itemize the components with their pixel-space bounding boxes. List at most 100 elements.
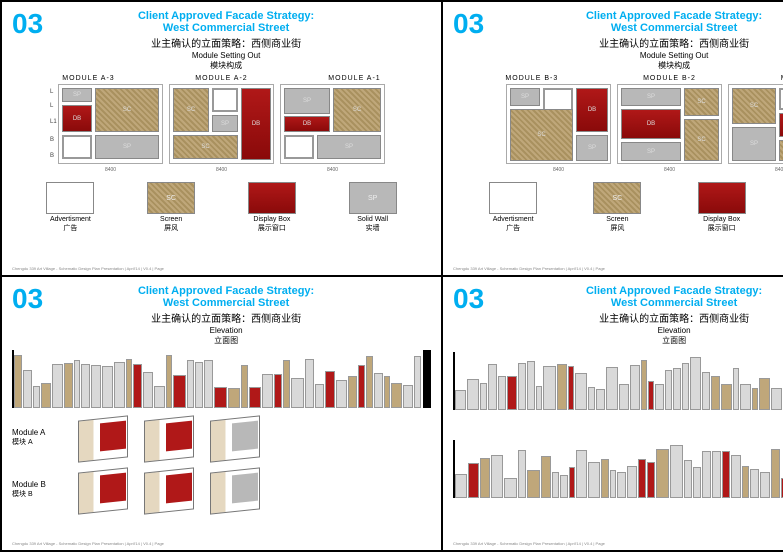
footer-text: Chengdu 339 Art Village - Schematic Desi… xyxy=(453,266,783,271)
module-a-row: Module A模块 A xyxy=(12,414,431,460)
iso-view xyxy=(70,466,130,512)
legend-row: Advertisment广告 SCScreen屏风 Display Box展示窗… xyxy=(12,182,431,233)
modules-row: SP DB SC SP 8400 SP SC DB SC SP 8400 SC xyxy=(453,84,783,164)
module-a2: SC DB SP SC 8400 xyxy=(169,84,274,164)
slide-3: 03 Client Approved Facade Strategy: West… xyxy=(1,276,442,551)
panel-ad xyxy=(284,135,314,159)
module-b-row: Module B模块 B xyxy=(12,466,431,512)
panel-sc: SC xyxy=(173,135,238,159)
title-cn: 业主确认的立面策略：西侧商业街 xyxy=(51,310,401,325)
title-cn: 业主确认的立面策略：西侧商业街 xyxy=(51,35,401,50)
dim-row: 8400 xyxy=(729,167,783,173)
dim-row: 8400 xyxy=(59,167,162,173)
panel-sp: SP xyxy=(212,115,238,132)
elevation-1: Plot 1立 xyxy=(453,352,783,432)
panel-db: DB xyxy=(284,116,330,132)
slide-body: MODULE B-3 MODULE B-2 MODULE B-1 SP DB S… xyxy=(453,75,783,271)
title-block: Client Approved Facade Strategy: West Co… xyxy=(51,285,431,346)
swatch-screen: SC xyxy=(147,182,195,214)
legend-item: Display Box展示窗口 xyxy=(248,182,296,233)
axis-label: L1 xyxy=(50,119,57,125)
title-block: Client Approved Facade Strategy: West Co… xyxy=(51,10,431,71)
legend-item: SCScreen屏风 xyxy=(147,182,195,233)
iso-view xyxy=(136,414,196,460)
slide-number: 03 xyxy=(453,285,484,313)
swatch-grey: SP xyxy=(349,182,397,214)
panel-sc: SC xyxy=(333,88,381,132)
panel-sc: SC xyxy=(684,119,719,161)
panel-db: DB xyxy=(576,88,608,132)
panel-sc: SC xyxy=(684,88,719,116)
legend-item: Display Box展示窗口 xyxy=(698,182,746,233)
mod-label: MODULE A-3 xyxy=(62,75,114,82)
module-b2: SP SC DB SC SP 8400 xyxy=(617,84,722,164)
title-cn: 业主确认的立面策略：西侧商业街 xyxy=(492,35,783,50)
axis-label: L xyxy=(50,103,53,109)
panel-sp: SP xyxy=(732,127,776,161)
module-b3: SP DB SC SP 8400 xyxy=(506,84,611,164)
title-en: Client Approved Facade Strategy: West Co… xyxy=(51,285,401,309)
subtitle-en: Elevation xyxy=(51,326,401,335)
legend-item: SPSolid Wall实墙 xyxy=(349,182,397,233)
slide-4: 03 Client Approved Facade Strategy: West… xyxy=(442,276,783,551)
title-en: Client Approved Facade Strategy: West Co… xyxy=(492,10,783,34)
slide-body: MODULE A-3 MODULE A-2 MODULE A-1 L L L1 … xyxy=(12,75,431,271)
module-a3: L L L1 B B SP SC DB SP 8400 xyxy=(58,84,163,164)
elevation-2: Plot 4立 xyxy=(453,440,783,520)
module-labels-row: MODULE B-3 MODULE B-2 MODULE B-1 xyxy=(453,75,783,82)
swatch-screen: SC xyxy=(593,182,641,214)
legend-item: Advertisment广告 xyxy=(46,182,94,233)
dim-row: 8400 xyxy=(507,167,610,173)
swatch-ad xyxy=(46,182,94,214)
module-a1: SP SC DB SP 8400 xyxy=(280,84,385,164)
subtitle-cn: 立面图 xyxy=(51,335,401,346)
swatch-ad xyxy=(489,182,537,214)
slide-header: 03 Client Approved Facade Strategy: West… xyxy=(12,285,431,346)
panel-ad xyxy=(62,135,92,159)
iso-view xyxy=(202,466,262,512)
subtitle-cn: 立面图 xyxy=(492,335,783,346)
axis-label: L xyxy=(50,89,53,95)
panel-sc: SC xyxy=(779,140,783,161)
panel-db: DB xyxy=(241,88,271,160)
title-cn: 业主确认的立面策略：西侧商业街 xyxy=(492,310,783,325)
footer-text: Chengdu 339 Art Village - Schematic Desi… xyxy=(12,541,431,546)
mod-label: MODULE B-3 xyxy=(505,75,558,82)
module-b1: SC SP DB SP SC 8400 xyxy=(728,84,783,164)
slide-grid: 03 Client Approved Facade Strategy: West… xyxy=(0,0,783,552)
panel-sp: SP xyxy=(576,135,608,161)
slide-body: Plot 1立 Plot 4立 Chengdu 339 Art Village … xyxy=(453,350,783,546)
panel-sp: SP xyxy=(317,135,381,159)
panel-sc: SC xyxy=(173,88,209,132)
footer-text: Chengdu 339 Art Village - Schematic Desi… xyxy=(453,541,783,546)
plot-4-label: Plot 4立 xyxy=(453,500,783,520)
mod-label: MODULE B-2 xyxy=(643,75,696,82)
axis-label: B xyxy=(50,137,54,143)
panel-sp: SP xyxy=(62,88,92,102)
panel-sc: SC xyxy=(95,88,159,132)
panel-sp: SP xyxy=(510,88,540,106)
subtitle-cn: 模块构成 xyxy=(492,60,783,71)
slide-header: 03 Client Approved Facade Strategy: West… xyxy=(453,285,783,346)
subtitle-en: Elevation xyxy=(492,326,783,335)
footer-text: Chengdu 339 Art Village - Schematic Desi… xyxy=(12,266,431,271)
slide-header: 03 Client Approved Facade Strategy: West… xyxy=(453,10,783,71)
elevation-strip xyxy=(12,350,431,408)
title-en: Client Approved Facade Strategy: West Co… xyxy=(51,10,401,34)
legend-item: SCScreen屏风 xyxy=(593,182,641,233)
subtitle-en: Module Setting Out xyxy=(51,51,401,60)
slide-body: Module A模块 A Module B模块 B Chengdu 339 Ar… xyxy=(12,350,431,546)
panel-sp: SP xyxy=(95,135,159,159)
elevation-strip xyxy=(453,440,783,498)
legend-row: Advertisment广告 SCScreen屏风 Display Box展示窗… xyxy=(453,182,783,233)
panel-db: DB xyxy=(779,113,783,137)
title-block: Client Approved Facade Strategy: West Co… xyxy=(492,10,783,71)
panel-ad xyxy=(212,88,238,112)
legend-item: Advertisment广告 xyxy=(489,182,537,233)
slide-number: 03 xyxy=(12,285,43,313)
iso-view xyxy=(202,414,262,460)
iso-view xyxy=(136,466,196,512)
slide-number: 03 xyxy=(453,10,484,38)
dim-row: 8400 xyxy=(170,167,273,173)
modules-row: L L L1 B B SP SC DB SP 8400 SC DB SP xyxy=(12,84,431,164)
